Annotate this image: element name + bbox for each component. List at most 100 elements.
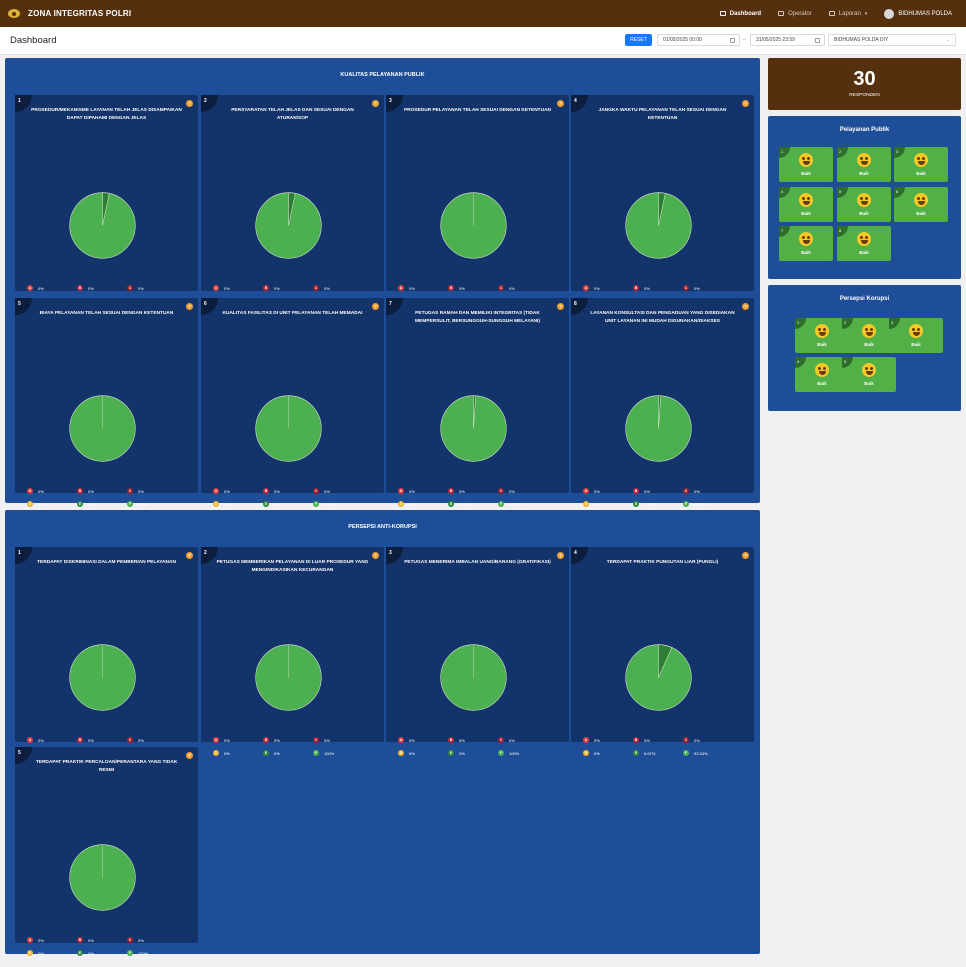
tile-label: Baik — [916, 171, 926, 176]
info-icon[interactable]: ? — [186, 100, 193, 107]
legend-item: A 0% — [398, 285, 415, 291]
rating-tile[interactable]: 5 Baik — [837, 187, 891, 222]
legend-badge: B — [77, 488, 83, 494]
rating-tile[interactable]: 4 Baik — [779, 187, 833, 222]
rating-tile[interactable]: 7 Baik — [779, 226, 833, 261]
unit-select[interactable]: BIDHUMAS POLDA DIY ⌄ — [828, 34, 956, 46]
reset-button[interactable]: RESET — [625, 34, 652, 46]
tile-label: Baik — [859, 171, 869, 176]
smiley-mouth — [818, 371, 826, 375]
legend-badge: B — [263, 737, 269, 743]
legend-item: E 1.11% — [448, 501, 470, 507]
smiley-icon — [815, 363, 829, 377]
range-arrow: → — [741, 36, 747, 42]
info-icon[interactable]: ? — [557, 303, 564, 310]
legend-item: A 0% — [27, 488, 44, 494]
info-icon[interactable]: ? — [372, 303, 379, 310]
start-date-input[interactable]: 01/05/2025 00:00 — [657, 34, 740, 46]
legend-badge: D — [583, 750, 589, 756]
legend-item: E 1.11% — [633, 501, 655, 507]
question-card: 4? JANGKA WAKTU PELAYANAN TELAH SESUAI DE… — [571, 95, 754, 304]
rating-tile[interactable]: 3 Baik — [889, 318, 943, 353]
info-icon[interactable]: ? — [372, 552, 379, 559]
legend-value: 0% — [274, 285, 280, 291]
user-menu[interactable]: BIDHUMAS POLDA — [884, 8, 952, 19]
legend-value: 0% — [88, 737, 94, 743]
pie-slice-e — [658, 395, 662, 429]
rating-tile[interactable]: 6 Baik — [894, 187, 948, 222]
card-title: BIAYA PELAYANAN TELAH SESUAI DENGAN KETE… — [39, 311, 174, 316]
info-icon[interactable]: ? — [557, 100, 564, 107]
rating-tile[interactable]: 8 Baik — [837, 226, 891, 261]
nav-operator[interactable]: Operator — [778, 11, 812, 17]
nav-dashboard[interactable]: Dashboard — [719, 11, 761, 17]
legend-badge: F — [127, 950, 133, 956]
panel-title: PERSEPSI ANTI-KORUPSI — [348, 524, 417, 530]
rating-tile[interactable]: 2 Baik — [842, 318, 896, 353]
pie-chart — [440, 395, 507, 462]
nav-laporan[interactable]: Laporan ▾ — [828, 10, 867, 17]
legend-value: 0% — [138, 285, 144, 291]
legend-value: 1.11% — [459, 501, 471, 507]
legend-value: 0% — [459, 488, 465, 494]
smiley-icon — [914, 193, 928, 207]
question-card: 5? BIAYA PELAYANAN TELAH SESUAI DENGAN KE… — [15, 298, 198, 507]
info-icon[interactable]: ? — [557, 552, 564, 559]
legend-value: 0% — [38, 285, 44, 291]
card-title: PETUGAS RAMAH DAN MEMILIKI INTEGRITAS (T… — [415, 311, 540, 324]
info-icon[interactable]: ? — [742, 552, 749, 559]
pie-chart — [440, 644, 507, 711]
legend-value: 0% — [644, 488, 650, 494]
pie-chart — [625, 395, 692, 462]
question-card: 1? TERDAPAT DISKRIMINASI DALAM PEMBERIAN … — [15, 547, 198, 756]
legend-value: 93.33% — [694, 750, 708, 756]
rating-tile[interactable]: 1 Baik — [779, 147, 833, 182]
legend-value: 0% — [694, 488, 700, 494]
legend-item: C 0% — [127, 285, 144, 291]
legend-item: E 6.67% — [633, 750, 655, 756]
legend-value: 98.89% — [509, 501, 523, 507]
legend-value: 0% — [224, 737, 230, 743]
legend-value: 0% — [594, 750, 600, 756]
rating-tile[interactable]: 4 Baik — [795, 357, 849, 392]
legend-value: 0% — [274, 750, 280, 756]
brand[interactable]: ZONA INTEGRITAS POLRI — [8, 9, 131, 18]
legend-value: 0% — [409, 501, 415, 507]
rating-tile[interactable]: 1 Baik — [795, 318, 849, 353]
legend-badge: D — [583, 501, 589, 507]
rating-tile[interactable]: 2 Baik — [837, 147, 891, 182]
panel-kualitas-pelayanan: KUALITAS PELAYANAN PUBLIK 1? PROSEDUR/MEK… — [5, 58, 760, 507]
rating-tile[interactable]: 3 Baik — [894, 147, 948, 182]
legend-item: E 0% — [263, 501, 280, 507]
legend-badge: A — [398, 737, 404, 743]
legend-value: 0% — [224, 285, 230, 291]
smiley-icon — [857, 232, 871, 246]
rating-tile[interactable]: 5 Baik — [842, 357, 896, 392]
legend-item: A 0% — [213, 488, 230, 494]
info-icon[interactable]: ? — [742, 303, 749, 310]
legend-badge: C — [498, 737, 504, 743]
persepsi-korupsi-summary: Persepsi Korupsi 1 Baik 2 Baik 3 Baik 4 Baik 5 Ba… — [768, 285, 961, 411]
pie-chart — [255, 192, 322, 259]
nav-laporan-label: Laporan — [838, 10, 861, 17]
legend-item: E 0% — [263, 750, 280, 756]
legend-value: 100% — [138, 950, 149, 956]
legend-value: 0% — [224, 488, 230, 494]
info-icon[interactable]: ? — [186, 303, 193, 310]
legend-value: 100% — [324, 501, 335, 507]
legend-value: 0% — [459, 285, 465, 291]
end-date-input[interactable]: 31/05/2025 23:59 — [750, 34, 825, 46]
info-icon[interactable]: ? — [372, 100, 379, 107]
info-icon[interactable]: ? — [742, 100, 749, 107]
info-icon[interactable]: ? — [186, 552, 193, 559]
info-icon[interactable]: ? — [186, 752, 193, 759]
tile-number: 3 — [894, 147, 905, 158]
legend-item: B 0% — [77, 937, 94, 943]
police-logo-icon — [8, 9, 20, 18]
smiley-mouth — [917, 201, 925, 205]
card-title: PERSYARATAN TELAH JELAS DAN SESUAI DENGA… — [231, 108, 354, 121]
legend-value: 0% — [324, 488, 330, 494]
legend-badge: E — [448, 750, 454, 756]
tile-number: 8 — [837, 226, 848, 237]
legend-item: C 0% — [683, 737, 700, 743]
